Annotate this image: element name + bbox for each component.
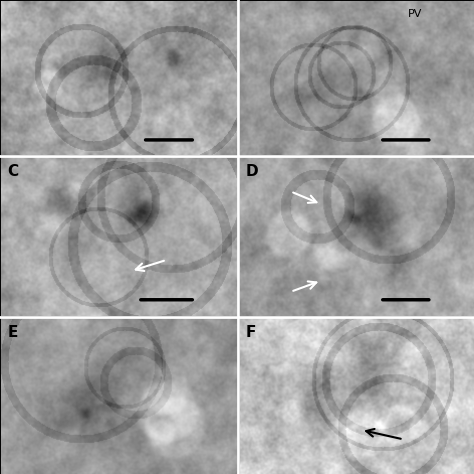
Text: E: E	[7, 325, 18, 339]
Text: C: C	[7, 164, 18, 179]
Text: D: D	[246, 164, 259, 179]
Text: PV: PV	[408, 9, 422, 19]
Text: F: F	[246, 325, 256, 339]
